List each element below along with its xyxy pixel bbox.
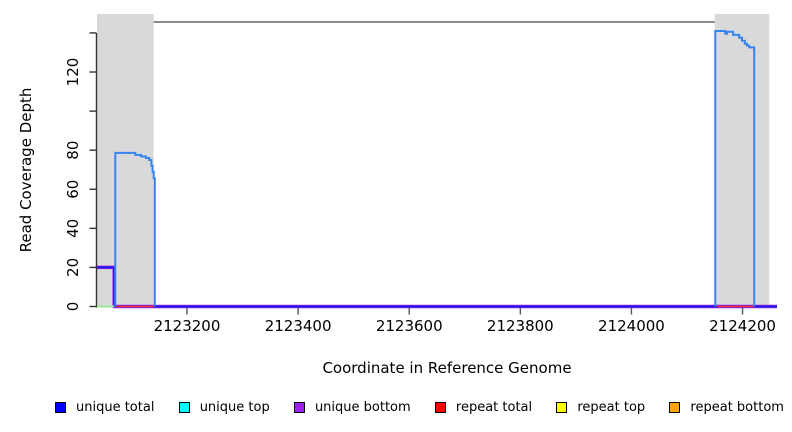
legend-swatch-icon (669, 401, 681, 413)
legend-label: repeat total (455, 399, 533, 415)
legend-swatch-icon (434, 401, 446, 413)
legend-label: repeat bottom (690, 399, 784, 415)
legend-label: repeat top (577, 399, 646, 415)
legend-item-repeat-top: repeat top (556, 400, 645, 415)
legend-swatch-icon (556, 401, 568, 413)
legend-item-unique-total: unique total (55, 400, 154, 415)
legend-label: unique top (199, 399, 270, 415)
x-tick-label: 2123200 (154, 317, 221, 335)
legend-item-unique-top: unique top (178, 399, 270, 415)
y-axis-title: Read Coverage Depth (17, 87, 35, 253)
y-tick-label: 120 (64, 58, 82, 87)
legend-label: unique total (76, 399, 155, 415)
y-tick-label: 0 (64, 302, 82, 312)
x-tick-label: 2123400 (265, 317, 332, 335)
x-tick-label: 2124200 (709, 317, 776, 335)
series-unique-bottom (97, 265, 777, 309)
y-tick-label: 80 (64, 141, 82, 160)
legend-item-repeat-bottom: repeat bottom (669, 400, 784, 415)
series-unique-coverage-left-block (114, 151, 156, 307)
y-tick-label: 20 (64, 258, 82, 277)
series-unique-coverage-right-block (714, 30, 756, 307)
shaded-region (714, 14, 770, 308)
legend-item-unique-bottom: unique bottom (293, 399, 411, 415)
y-tick-label: 60 (64, 180, 82, 199)
x-tick-label: 2123600 (376, 317, 443, 335)
legend: unique total unique top unique bottom repea… (55, 396, 784, 418)
x-tick-label: 2124000 (598, 317, 665, 335)
series-unique-total-baseline (97, 266, 777, 308)
x-axis-title: Coordinate in Reference Genome (322, 359, 572, 377)
legend-swatch-icon (178, 401, 190, 413)
shaded-region (97, 14, 154, 308)
legend-item-repeat-total: repeat total (434, 399, 533, 415)
x-tick-label: 2123800 (487, 317, 554, 335)
y-tick-label: 40 (64, 219, 82, 238)
legend-label: unique bottom (314, 399, 411, 415)
legend-swatch-icon (293, 401, 305, 413)
legend-swatch-icon (55, 401, 66, 413)
